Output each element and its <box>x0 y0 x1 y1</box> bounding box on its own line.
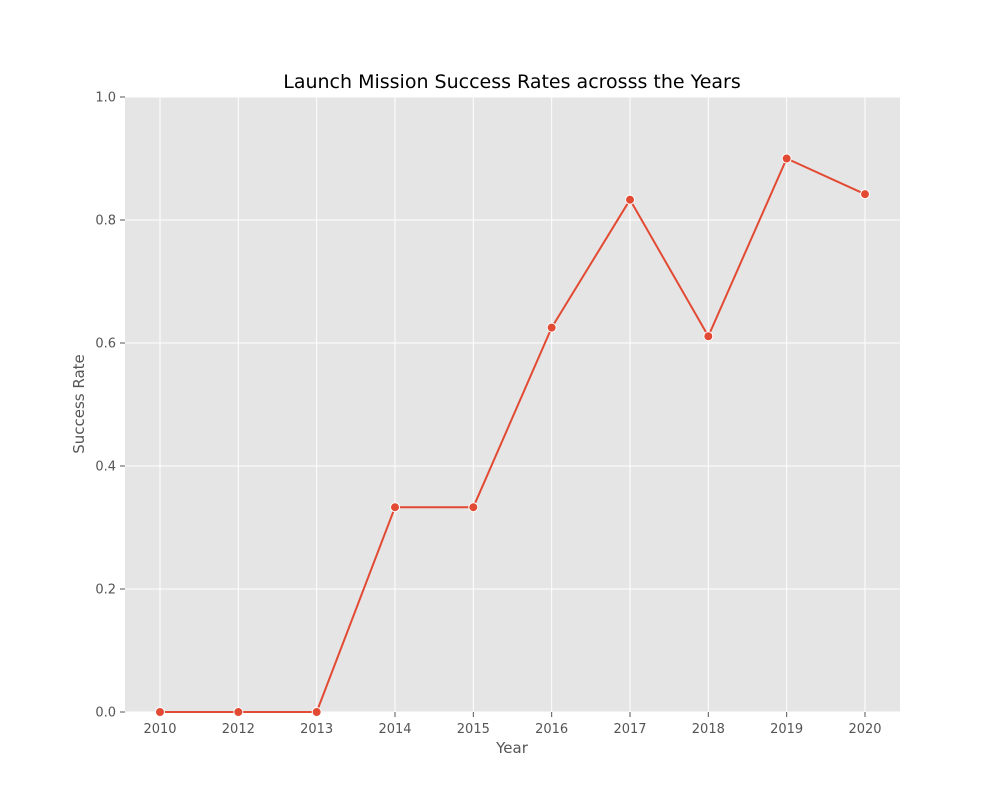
x-tick-label: 2010 <box>143 722 176 737</box>
x-tick-label: 2012 <box>222 722 255 737</box>
axis-ticks: 2010 2012 2013 2014 2015 2016 2017 2018 2019 2020… <box>95 91 881 738</box>
y-tick-label: 0.0 <box>95 706 116 721</box>
data-point <box>781 153 792 164</box>
y-tick-label: 0.6 <box>95 337 116 352</box>
data-point <box>860 189 870 200</box>
series-line <box>160 157 866 713</box>
data-point <box>311 707 322 717</box>
x-tick-label: 2017 <box>613 722 646 737</box>
y-axis-label: Success Rate <box>70 354 88 454</box>
x-axis-label: Year <box>495 739 529 757</box>
x-tick-label: 2014 <box>378 722 411 737</box>
data-point <box>233 707 244 717</box>
x-tick-label: 2020 <box>848 722 881 737</box>
plot-area <box>125 97 900 712</box>
data-point <box>390 502 400 513</box>
y-tick-label: 0.4 <box>95 460 116 475</box>
x-tick-label: 2015 <box>457 722 490 737</box>
data-point <box>703 331 714 342</box>
y-tick-label: 0.2 <box>95 583 116 598</box>
series <box>155 153 870 717</box>
data-point <box>625 194 635 205</box>
data-point <box>468 502 479 513</box>
x-tick-label: 2016 <box>535 722 568 737</box>
x-tick-label: 2019 <box>770 722 803 737</box>
x-tick-label: 2013 <box>300 722 333 737</box>
data-point <box>546 322 557 333</box>
x-tick-label: 2018 <box>692 722 725 737</box>
y-tick-label: 0.8 <box>95 214 116 229</box>
chart-title: Launch Mission Success Rates acrosss the… <box>283 71 741 93</box>
data-point <box>155 707 165 717</box>
y-tick-label: 1.0 <box>95 91 116 106</box>
